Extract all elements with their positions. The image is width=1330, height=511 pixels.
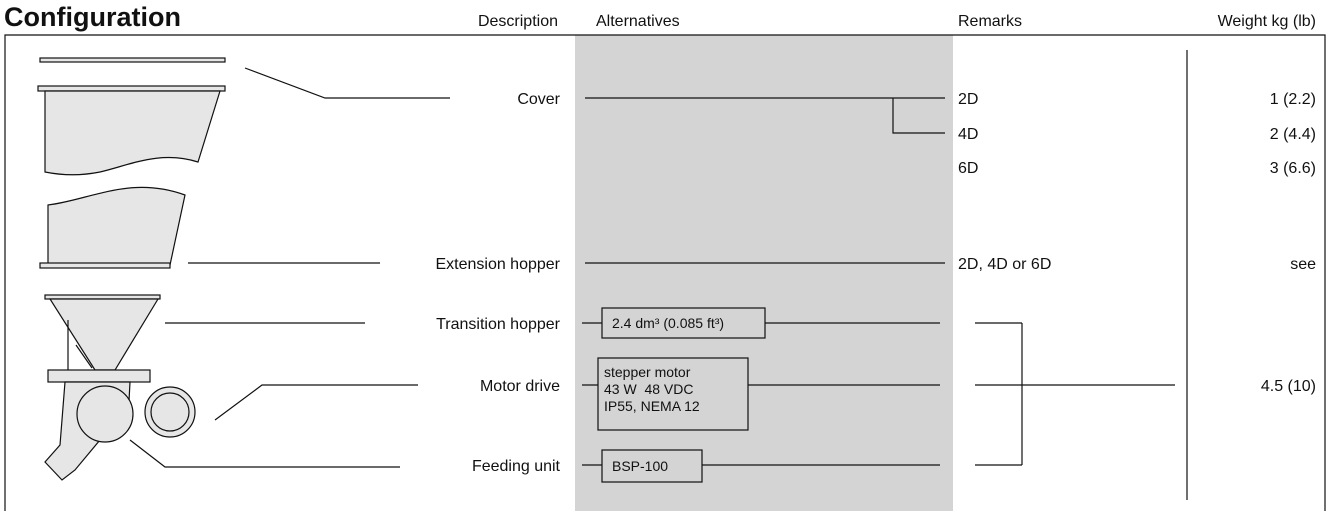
column-header: Weight kg (lb) (1218, 13, 1316, 30)
description: Feeding unit (472, 458, 561, 475)
description: Cover (517, 91, 560, 108)
alternatives-band (575, 35, 953, 511)
column-header: Remarks (958, 13, 1022, 30)
remark: 2D, 4D or 6D (958, 256, 1051, 273)
description: Motor drive (480, 378, 560, 395)
description: Extension hopper (435, 256, 560, 273)
remark: 4D (958, 126, 978, 143)
remark: 2D (958, 91, 978, 108)
weight: 2 (4.4) (1270, 126, 1316, 143)
remark: 6D (958, 160, 978, 177)
weight: see (1290, 256, 1316, 273)
alternative: IP55, NEMA 12 (604, 398, 700, 414)
alternative: stepper motor (604, 364, 691, 380)
weight: 3 (6.6) (1270, 160, 1316, 177)
title: Configuration (4, 2, 181, 32)
configuration-sheet: Configuration Description Alternatives R… (0, 0, 1330, 511)
alternative: BSP-100 (612, 458, 668, 474)
column-header: Description (478, 13, 558, 30)
alternative: 2.4 dm³ (0.085 ft³) (612, 315, 724, 331)
description: Transition hopper (436, 316, 561, 333)
weight: 1 (2.2) (1270, 91, 1316, 108)
drawings (38, 58, 225, 480)
column-header: Alternatives (596, 13, 680, 30)
alternative: 43 W 48 VDC (604, 381, 693, 397)
weight: 4.5 (10) (1261, 378, 1316, 395)
